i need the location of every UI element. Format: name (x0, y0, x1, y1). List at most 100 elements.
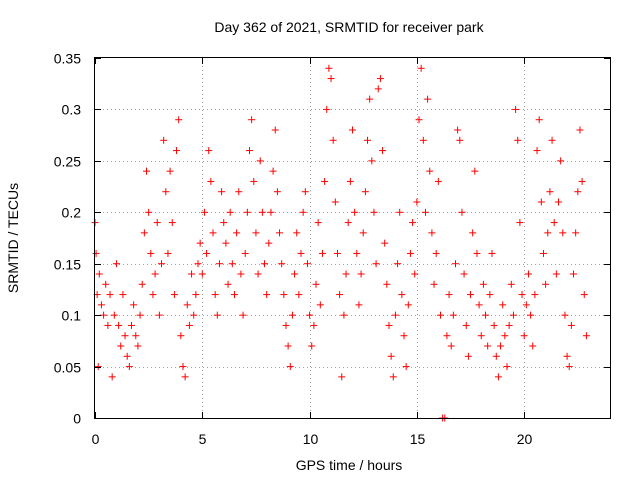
x-tick-label: 10 (303, 431, 319, 447)
data-point (119, 291, 127, 299)
data-point (288, 311, 296, 319)
data-point (467, 291, 475, 299)
data-point (548, 136, 556, 144)
data-point (228, 260, 236, 268)
data-point (421, 208, 429, 216)
data-point (224, 280, 232, 288)
data-point (379, 147, 387, 155)
data-point (104, 321, 112, 329)
data-point (563, 352, 571, 360)
data-point (151, 270, 159, 278)
data-point (512, 105, 520, 113)
data-point (464, 352, 472, 360)
data-point (123, 352, 131, 360)
data-point (477, 332, 485, 340)
y-tick-label: 0.1 (62, 308, 82, 324)
data-point (501, 332, 509, 340)
data-point (198, 270, 206, 278)
data-point (394, 260, 402, 268)
data-point (445, 291, 453, 299)
data-point (327, 75, 335, 83)
data-point (314, 219, 322, 227)
data-point (539, 249, 547, 257)
data-point (138, 280, 146, 288)
data-point (458, 208, 466, 216)
data-point (106, 291, 114, 299)
data-point (213, 311, 221, 319)
data-point (267, 208, 275, 216)
data-point (372, 260, 380, 268)
data-point (177, 332, 185, 340)
data-point (462, 321, 470, 329)
data-point (168, 219, 176, 227)
data-point (361, 188, 369, 196)
data-point (494, 373, 502, 381)
data-point (276, 229, 284, 237)
data-point (570, 270, 578, 278)
data-point (306, 311, 314, 319)
data-point (574, 188, 582, 196)
data-point (398, 291, 406, 299)
data-point (488, 249, 496, 257)
data-point (258, 208, 266, 216)
data-point (291, 270, 299, 278)
data-point (419, 136, 427, 144)
data-point (552, 270, 560, 278)
data-point (535, 116, 543, 124)
data-point (175, 116, 183, 124)
data-point (166, 167, 174, 175)
data-point (509, 311, 517, 319)
data-point (282, 321, 290, 329)
data-point (147, 249, 155, 257)
data-point (233, 229, 241, 237)
data-point (381, 239, 389, 247)
y-tick-label: 0 (73, 411, 81, 427)
chart-title: Day 362 of 2021, SRMTID for receiver par… (214, 19, 484, 35)
x-axis-ticks: 0 5 10 15 20 (92, 58, 532, 447)
data-point (222, 239, 230, 247)
data-point (108, 373, 116, 381)
data-point (559, 229, 567, 237)
data-point (522, 301, 530, 309)
data-point (211, 291, 219, 299)
data-point (333, 249, 341, 257)
data-point (409, 219, 417, 227)
data-point (97, 301, 105, 309)
data-point (578, 177, 586, 185)
data-point (295, 291, 303, 299)
data-point (271, 126, 279, 134)
data-point (162, 188, 170, 196)
data-point (387, 352, 395, 360)
y-tick-label: 0.35 (54, 51, 81, 67)
data-point (188, 270, 196, 278)
data-point (430, 280, 438, 288)
data-point (203, 249, 211, 257)
data-point (256, 157, 264, 165)
data-point (308, 342, 316, 350)
y-axis-ticks: 0 0.05 0.1 0.15 0.2 0.25 0.3 0.35 (54, 51, 610, 427)
data-point (145, 208, 153, 216)
data-point (364, 136, 372, 144)
x-tick-label: 0 (92, 431, 100, 447)
y-tick-label: 0.15 (54, 257, 81, 273)
data-point (497, 342, 505, 350)
data-point (389, 373, 397, 381)
data-points (91, 64, 590, 422)
data-point (237, 270, 245, 278)
data-point (572, 229, 580, 237)
data-point (492, 352, 500, 360)
data-point (92, 249, 100, 257)
data-point (312, 280, 320, 288)
data-point (155, 311, 163, 319)
data-point (415, 116, 423, 124)
y-tick-label: 0.25 (54, 154, 81, 170)
data-point (158, 260, 166, 268)
data-point (475, 301, 483, 309)
data-point (209, 229, 217, 237)
data-point (205, 147, 213, 155)
data-point (454, 126, 462, 134)
data-point (95, 270, 103, 278)
plot-frame (94, 57, 611, 419)
data-point (546, 188, 554, 196)
data-point (503, 363, 511, 371)
